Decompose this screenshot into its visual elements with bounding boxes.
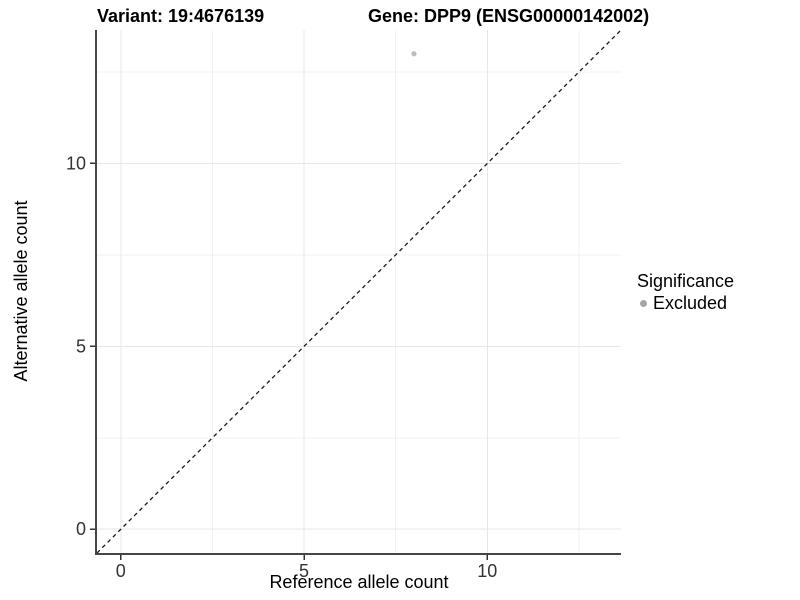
x-tick-label: 0 <box>116 561 126 581</box>
x-tick-label: 10 <box>477 561 497 581</box>
identity-dashed-line <box>96 29 622 554</box>
legend: Significance Excluded <box>637 271 734 314</box>
x-axis-title: Reference allele count <box>269 572 449 592</box>
legend-point-icon <box>640 300 647 307</box>
legend-item-label: Excluded <box>653 293 728 313</box>
data-point <box>411 51 417 57</box>
plot-title-gene: Gene: DPP9 (ENSG00000142002) <box>368 6 650 26</box>
plot-title-variant: Variant: 19:4676139 <box>97 6 265 26</box>
y-tick-label: 10 <box>66 153 86 173</box>
y-tick-label: 0 <box>76 519 86 539</box>
y-axis-title: Alternative allele count <box>11 200 31 382</box>
x-tick-label: 5 <box>299 561 309 581</box>
y-tick-label: 5 <box>76 336 86 356</box>
legend-item-excluded: Excluded <box>637 293 734 314</box>
legend-title: Significance <box>637 271 735 291</box>
